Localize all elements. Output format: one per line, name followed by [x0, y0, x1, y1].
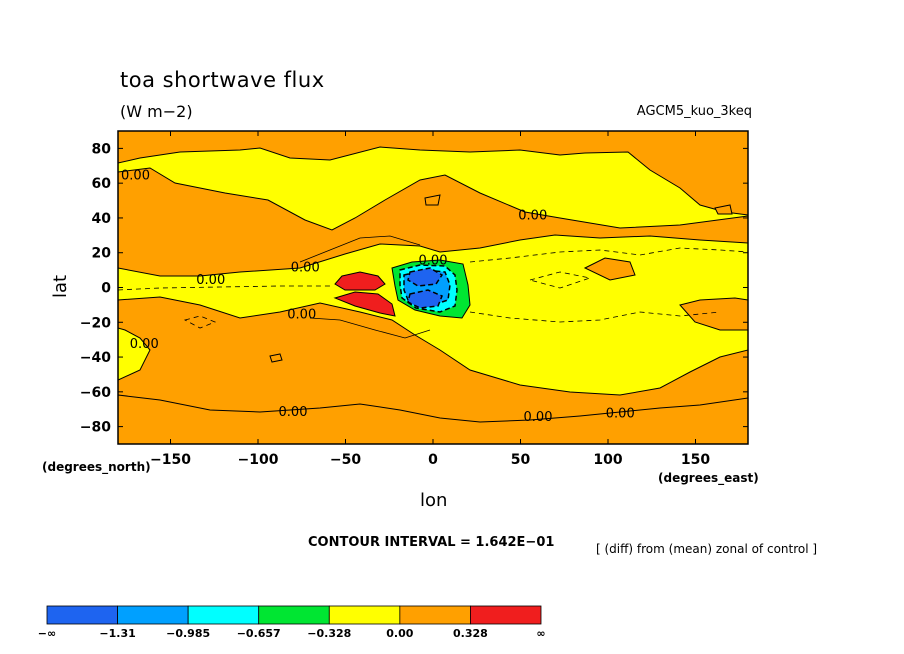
x-tick-label: −100: [238, 452, 279, 468]
field-east-orange: [679, 297, 748, 331]
contour-label: 0.00: [291, 261, 320, 276]
contour-interval: CONTOUR INTERVAL = 1.642E−01: [308, 535, 555, 550]
contour-small-3: [714, 204, 733, 215]
contour-label: 0.00: [279, 405, 308, 420]
colorbar-label: −0.657: [237, 627, 281, 640]
axes: −150 −100 −50 0 50 100 150 80 60 40 20 0 −20 −40 −60 −8…: [80, 131, 748, 468]
field-mid-orange: [118, 167, 748, 277]
x-tick-label: −50: [330, 452, 361, 468]
y-tick-label: 80: [92, 141, 112, 157]
y-tick-label: 20: [92, 246, 112, 262]
field-far-south: [118, 394, 748, 444]
contour-dash-4: [183, 315, 217, 329]
y-tick-label: −60: [80, 385, 111, 401]
colorbar-swatch: [258, 605, 330, 625]
colorbar-swatch: [187, 605, 260, 625]
colorbar-swatch: [328, 605, 401, 625]
x-tick-label: 50: [511, 452, 531, 468]
difference-note: [ (diff) from (mean) zonal of control ]: [596, 542, 818, 556]
field-blue-south: [407, 289, 443, 309]
colorbar-swatch: [470, 605, 542, 625]
colorbar-label: 0.328: [453, 627, 488, 640]
field-east2-orange: [583, 257, 636, 281]
field-south-orange: [118, 296, 748, 444]
contour-small-1: [269, 353, 283, 363]
colorbar-swatch: [46, 605, 118, 625]
contour-label: 0.00: [130, 337, 159, 352]
colorbar-label: ∞: [536, 627, 545, 640]
colorbar-label: −∞: [38, 627, 56, 640]
y-tick-label: −80: [80, 420, 111, 436]
colorbar-label: −0.328: [307, 627, 351, 640]
y-tick-label: 0: [101, 281, 111, 297]
field-blue-north: [407, 267, 444, 287]
colorbar-swatch: [399, 605, 471, 625]
y-axis-units: (degrees_north): [42, 460, 151, 474]
model-name: AGCM5_kuo_3keq: [636, 104, 752, 119]
chart-title: toa shortwave flux: [120, 68, 325, 92]
contour-label: 0.00: [606, 407, 635, 422]
contour-fields: [118, 131, 748, 444]
contour-label: 0.00: [287, 308, 316, 323]
contour-dash-1: [469, 247, 748, 263]
contour-small-2: [424, 194, 441, 206]
field-north-orange: [118, 131, 748, 216]
y-tick-label: 60: [92, 176, 112, 192]
field-red-north: [334, 271, 386, 291]
x-axis-label: lon: [420, 490, 448, 511]
colorbar: −∞ −1.31 −0.985 −0.657 −0.328 0.00 0.328 ∞: [38, 605, 546, 640]
contour-labels: 0.00 0.00 0.00 0.00 0.00 0.00 0.00 0.00 0.00 0.00: [121, 168, 635, 425]
field-red-south: [333, 291, 396, 317]
contour-dash-2: [469, 311, 721, 323]
x-tick-label: −150: [150, 452, 191, 468]
y-tick-label: −40: [80, 350, 111, 366]
contour-line-1: [299, 235, 421, 263]
colorbar-label: −0.985: [166, 627, 210, 640]
contour-label: 0.00: [518, 208, 547, 223]
contour-dash-5: [528, 271, 592, 289]
colorbar-swatch: [117, 605, 189, 625]
y-tick-label: 40: [92, 211, 112, 227]
x-tick-label: 0: [428, 452, 438, 468]
y-tick-label: −20: [80, 315, 111, 331]
x-tick-label: 150: [681, 452, 710, 468]
contour-label: 0.00: [419, 254, 448, 269]
contour-label: 0.00: [121, 168, 150, 183]
x-axis-units: (degrees_east): [658, 471, 759, 485]
contour-label: 0.00: [524, 410, 553, 425]
colorbar-label: 0.00: [386, 627, 413, 640]
x-tick-label: 100: [593, 452, 622, 468]
contour-dash-3: [118, 285, 330, 291]
contour-label: 0.00: [196, 273, 225, 288]
contour-line-2: [309, 317, 431, 339]
colorbar-label: −1.31: [99, 627, 135, 640]
chart-units: (W m−2): [120, 102, 193, 121]
